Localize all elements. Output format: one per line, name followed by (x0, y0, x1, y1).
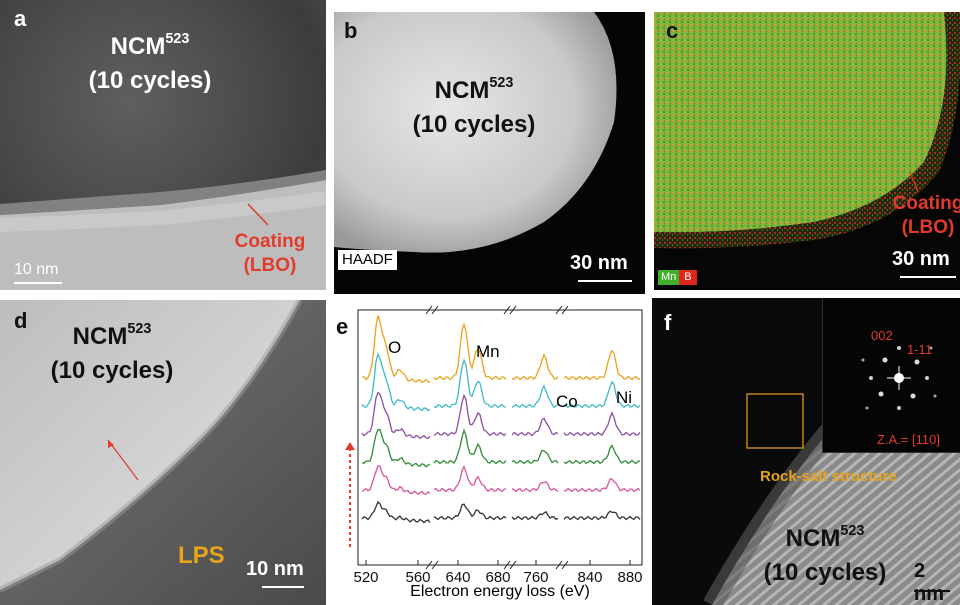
panel-a-coating-line1: Coating (234, 231, 306, 252)
panel-c-coating-line1: Coating (892, 193, 960, 214)
panel-b-particle (334, 12, 617, 253)
panel-d-title-sup: 523 (127, 321, 152, 338)
x-tick-label: 520 (353, 569, 378, 586)
panel-a-sample (0, 170, 326, 290)
panel-c-coating-label: Coating (LBO) (878, 192, 960, 240)
panel-d-lps-label: LPS (178, 542, 225, 569)
panel-d-scale-bar (262, 586, 304, 588)
panel-b-label: b (344, 18, 358, 43)
panel-d-scale-label: 10 nm (246, 558, 304, 580)
panel-d-title-main: NCM (72, 323, 128, 350)
axis-break-mark (431, 305, 439, 315)
panel-d-title-sub: (10 cycles) (50, 357, 174, 384)
axis-break-mark (425, 560, 433, 570)
panel-c-scale-bar (900, 276, 956, 278)
panel-b-scale-bar (578, 280, 632, 282)
panel-a-scale-label: 10 nm (14, 261, 59, 278)
axis-break-mark (509, 560, 517, 570)
panel-d-title: NCM523 (10 cycles) (22, 320, 202, 388)
axis-break-mark (425, 305, 433, 315)
panel-b-scale-label: 30 nm (570, 252, 628, 274)
panel-b-title: NCM523 (10 cycles) (374, 74, 574, 142)
panel-e-label: e (336, 314, 349, 339)
x-tick-label: 640 (445, 569, 470, 586)
panel-b-title-main: NCM (434, 77, 490, 104)
panel-f-rock-salt-label: Rock-salt structure (760, 468, 897, 485)
spectrum-line-6 (361, 500, 641, 524)
fft-label-1-11: 1-11 (907, 342, 933, 357)
axis-break-mark (555, 305, 563, 315)
panel-f: 002 1-11 Z.A.= [110] f Rock-salt structu… (652, 298, 960, 605)
peak-co-label: Co (556, 392, 578, 411)
panel-f-title-main: NCM (785, 525, 841, 552)
axis-break-mark (431, 560, 439, 570)
panel-b-title-sup: 523 (489, 75, 514, 92)
peak-ni-label: Ni (616, 388, 633, 407)
panel-e-spectra: 520 560 640 680 760 840 880 (345, 305, 643, 586)
panel-c-label: c (666, 18, 679, 43)
panel-f-title-sup: 523 (840, 523, 865, 540)
panel-a-scale-bar (14, 282, 62, 284)
x-tick-label: 560 (405, 569, 430, 586)
axis-break-mark (503, 560, 511, 570)
panel-a: a NCM523 (10 cycles) Coating (LBO) 10 nm (0, 0, 326, 290)
axis-break-mark (561, 305, 569, 315)
legend-mn: Mn (658, 270, 680, 285)
panel-d-label: d (14, 308, 28, 333)
x-tick-label: 840 (577, 569, 602, 586)
panel-a-label: a (14, 6, 27, 31)
x-tick-label: 880 (617, 569, 642, 586)
panel-a-coating-arrow (247, 203, 269, 226)
panel-a-title-sub: (10 cycles) (88, 67, 212, 94)
panel-c-map (654, 12, 960, 249)
panel-f-scale-label: 2 nm (914, 560, 944, 605)
panel-c: c Coating (LBO) 30 nm Mn B (654, 12, 960, 290)
x-tick-label: 680 (485, 569, 510, 586)
panel-d-image (0, 300, 326, 605)
panel-f-title: NCM523 (10 cycles) (740, 522, 910, 590)
axis-break-mark (561, 560, 569, 570)
fft-inset: 002 1-11 Z.A.= [110] (822, 298, 960, 453)
panel-a-title: NCM523 (10 cycles) (60, 30, 240, 98)
panel-f-label: f (664, 310, 672, 335)
fft-label-002: 002 (871, 328, 893, 343)
panel-a-coating-line2: (LBO) (243, 255, 297, 276)
fft-zone-axis: Z.A.= [110] (877, 432, 940, 447)
spectrum-line-2 (361, 352, 641, 412)
spectrum-line-1 (361, 315, 641, 384)
panel-d: d NCM523 (10 cycles) LPS 10 nm (0, 300, 326, 605)
panel-f-scale-bar (914, 590, 950, 592)
axis-break-mark (509, 305, 517, 315)
panel-a-title-sup: 523 (165, 31, 190, 48)
spectrum-line-3 (361, 391, 641, 440)
panel-c-legend: Mn B (658, 270, 697, 285)
panel-e: 520 560 640 680 760 840 880 e O Mn Co Ni Elect… (330, 298, 648, 605)
panel-c-scale-label: 30 nm (892, 248, 950, 270)
fft-spots (861, 346, 937, 410)
x-tick-label: 760 (523, 569, 548, 586)
panel-b: b NCM523 (10 cycles) HAADF 30 nm (334, 12, 645, 294)
peak-mn-label: Mn (476, 342, 500, 361)
panel-b-title-sub: (10 cycles) (412, 111, 536, 138)
panel-c-coating-line2: (LBO) (901, 217, 955, 238)
panel-a-title-main: NCM (110, 33, 166, 60)
panel-a-coating-label: Coating (LBO) (215, 230, 325, 278)
panel-e-xlabel: Electron energy loss (eV) (410, 583, 590, 600)
spectrum-line-5 (361, 465, 641, 496)
panel-f-title-sub: (10 cycles) (763, 559, 887, 586)
axis-break-mark (555, 560, 563, 570)
panel-b-haadf-badge: HAADF (338, 250, 397, 270)
axis-break-mark (503, 305, 511, 315)
spectrum-line-4 (361, 428, 641, 468)
peak-o-label: O (388, 338, 402, 357)
legend-b: B (679, 270, 697, 285)
